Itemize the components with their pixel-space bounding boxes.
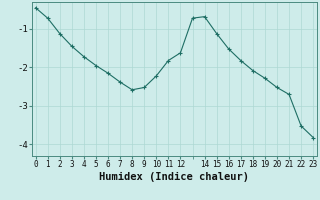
X-axis label: Humidex (Indice chaleur): Humidex (Indice chaleur): [100, 172, 249, 182]
